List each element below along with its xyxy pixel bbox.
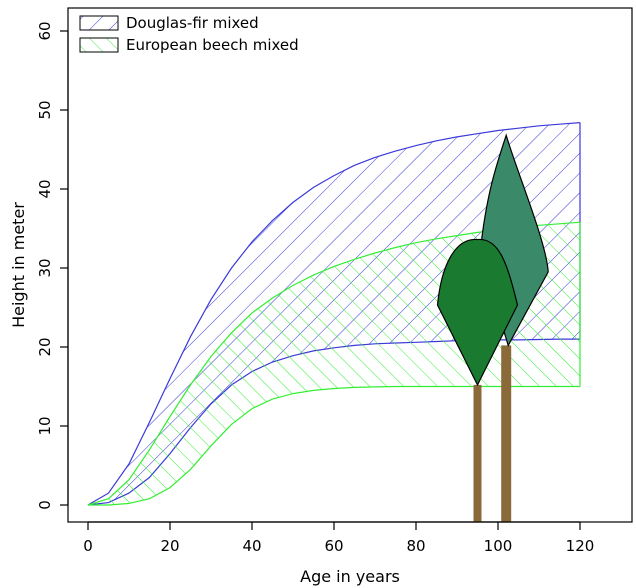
x-tick-label: 40 <box>242 537 261 555</box>
x-axis: 0 20 40 60 80 100 120 <box>83 521 595 555</box>
x-tick-label: 60 <box>324 537 343 555</box>
x-axis-title: Age in years <box>300 567 400 586</box>
x-tick-label: 100 <box>484 537 513 555</box>
y-tick-label: 60 <box>36 21 54 40</box>
y-tick-label: 30 <box>36 258 54 277</box>
x-tick-label: 20 <box>160 537 179 555</box>
y-axis: 0 10 20 30 40 50 60 <box>36 21 69 510</box>
legend-label: European beech mixed <box>126 36 299 54</box>
y-tick-label: 10 <box>36 416 54 435</box>
x-tick-label: 120 <box>566 537 595 555</box>
broadleaf-crown <box>436 238 519 387</box>
y-tick-label: 0 <box>36 500 54 510</box>
y-tick-label: 40 <box>36 179 54 198</box>
x-tick-label: 80 <box>406 537 425 555</box>
tree-illustrations <box>436 133 549 522</box>
broadleaf-trunk <box>473 384 482 522</box>
legend: Douglas-fir mixed European beech mixed <box>79 14 299 54</box>
y-tick-label: 50 <box>36 100 54 119</box>
y-axis-title: Height in meter <box>9 202 28 328</box>
legend-label: Douglas-fir mixed <box>126 14 259 32</box>
x-tick-label: 0 <box>83 537 93 555</box>
y-tick-label: 20 <box>36 337 54 356</box>
legend-swatch <box>79 37 119 53</box>
european-beech-mixed-lower-line <box>88 385 580 506</box>
douglas-fir-mixed-upper-line <box>87 122 581 506</box>
legend-swatch <box>79 15 119 31</box>
conifer-trunk <box>501 345 512 522</box>
